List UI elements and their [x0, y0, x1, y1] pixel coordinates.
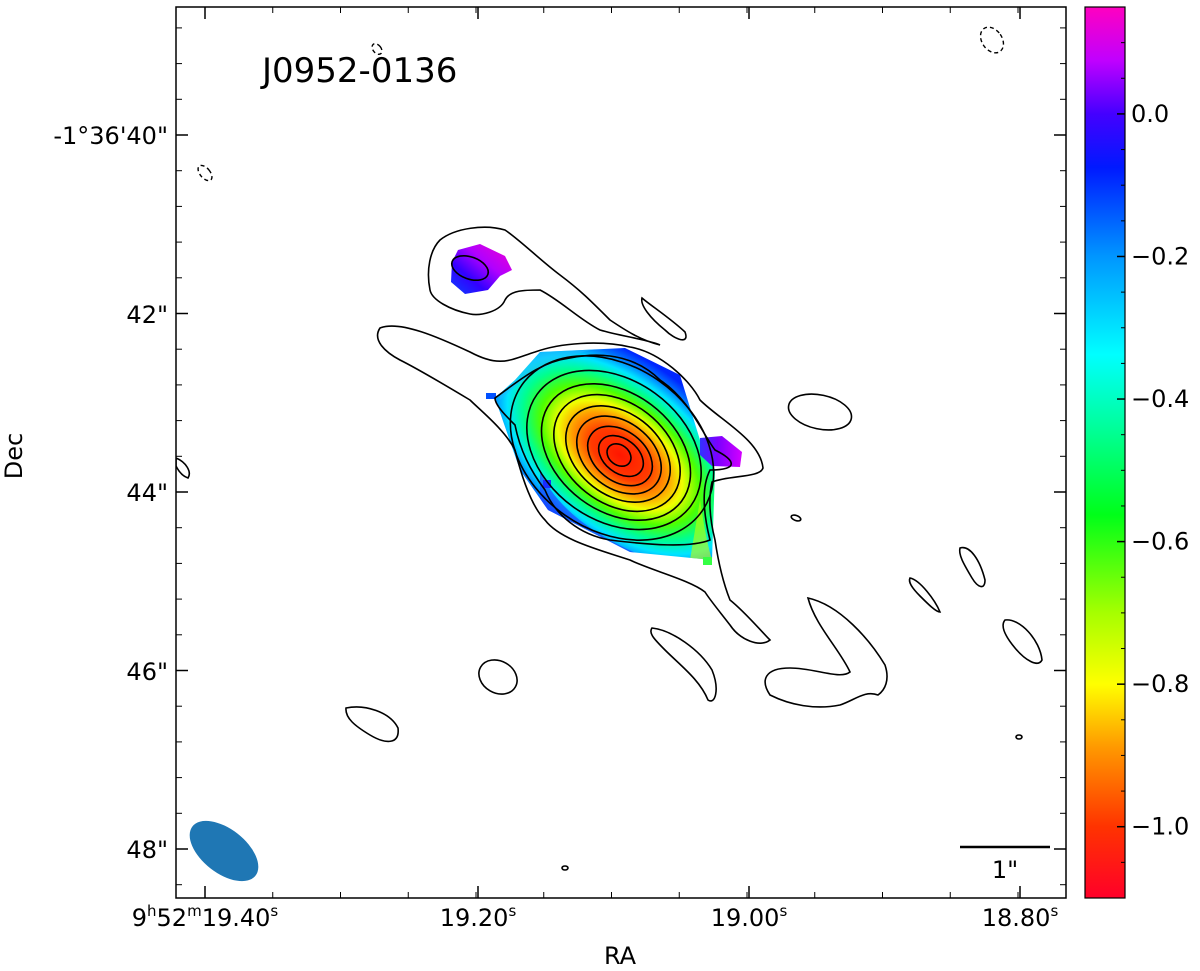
y-tick-label: 46"	[126, 658, 168, 686]
colorbar-tick-label: −0.8	[1131, 670, 1189, 698]
x-tick-label: 9h52m19.40s	[132, 902, 279, 932]
y-tick-labels: -1°36'40" 42" 44" 46" 48"	[53, 122, 168, 864]
contour-level-3	[540, 382, 692, 522]
contour-negative	[371, 43, 383, 55]
contour-level-0	[494, 354, 733, 546]
contour-island	[1015, 734, 1023, 740]
colorbar-tick-label: −1.0	[1131, 813, 1189, 841]
contour-island	[345, 706, 399, 743]
contour-island	[787, 393, 853, 431]
contour-level-8	[597, 434, 645, 478]
y-tick-label: 42"	[126, 301, 168, 329]
pixel-blob	[543, 480, 551, 488]
contour-island	[561, 865, 569, 871]
x-tick-label: 19.20s	[440, 902, 517, 932]
contour-island	[958, 546, 986, 588]
contour-negative	[979, 26, 1005, 54]
contour-island	[908, 577, 942, 613]
contour-level-7	[586, 425, 654, 487]
y-tick-label: 48"	[126, 836, 168, 864]
scale-bar-label: 1"	[992, 856, 1018, 884]
contour-secondary-core	[450, 254, 490, 282]
image-panel: 1" J0952-0136	[175, 6, 1067, 899]
contour-island	[764, 596, 888, 708]
x-tick-label: 19.00s	[711, 902, 788, 932]
x-axis-title: RA	[604, 942, 637, 970]
beam-ellipse	[189, 820, 259, 882]
colorbar-ticks: 0.0 −0.2 −0.4 −0.6 −0.8 −1.0	[1117, 42, 1189, 863]
contour-level-2	[526, 369, 702, 531]
contour-island	[1002, 619, 1043, 664]
y-tick-label: -1°36'40"	[53, 122, 168, 150]
plot-title: J0952-0136	[260, 51, 457, 91]
contour-secondary	[427, 226, 661, 346]
pixel-blob	[703, 557, 712, 565]
colorbar-tick-label: −0.2	[1131, 242, 1189, 270]
contour-island	[478, 659, 518, 695]
y-axis-title: Dec	[0, 433, 28, 479]
x-tick-labels: 9h52m19.40s 19.20s 19.00s 18.80s	[132, 902, 1059, 932]
contour-level-4	[553, 393, 681, 513]
contour-island	[176, 457, 191, 479]
colorbar-gradient	[1084, 6, 1126, 899]
colorbar-tick-label: 0.0	[1131, 100, 1169, 128]
contour-set	[176, 26, 1043, 871]
x-tick-label: 18.80s	[982, 902, 1059, 932]
y-tick-label: 44"	[126, 479, 168, 507]
axis-ticks	[176, 7, 1066, 898]
contour-level-1	[509, 355, 715, 541]
contour-level-9	[606, 442, 632, 468]
colorbar: 0.0 −0.2 −0.4 −0.6 −0.8 −1.0	[1084, 6, 1189, 899]
contour-island	[790, 514, 802, 522]
contour-negative	[197, 164, 213, 182]
contour-island	[650, 627, 717, 702]
colorbar-tick-label: −0.4	[1131, 385, 1189, 413]
contour-level-5	[564, 405, 672, 503]
contour-level-6	[575, 415, 663, 495]
pixel-blob	[486, 393, 496, 399]
colorbar-tick-label: −0.6	[1131, 528, 1189, 556]
plot-frame	[175, 6, 1067, 899]
contour-island	[641, 296, 687, 341]
